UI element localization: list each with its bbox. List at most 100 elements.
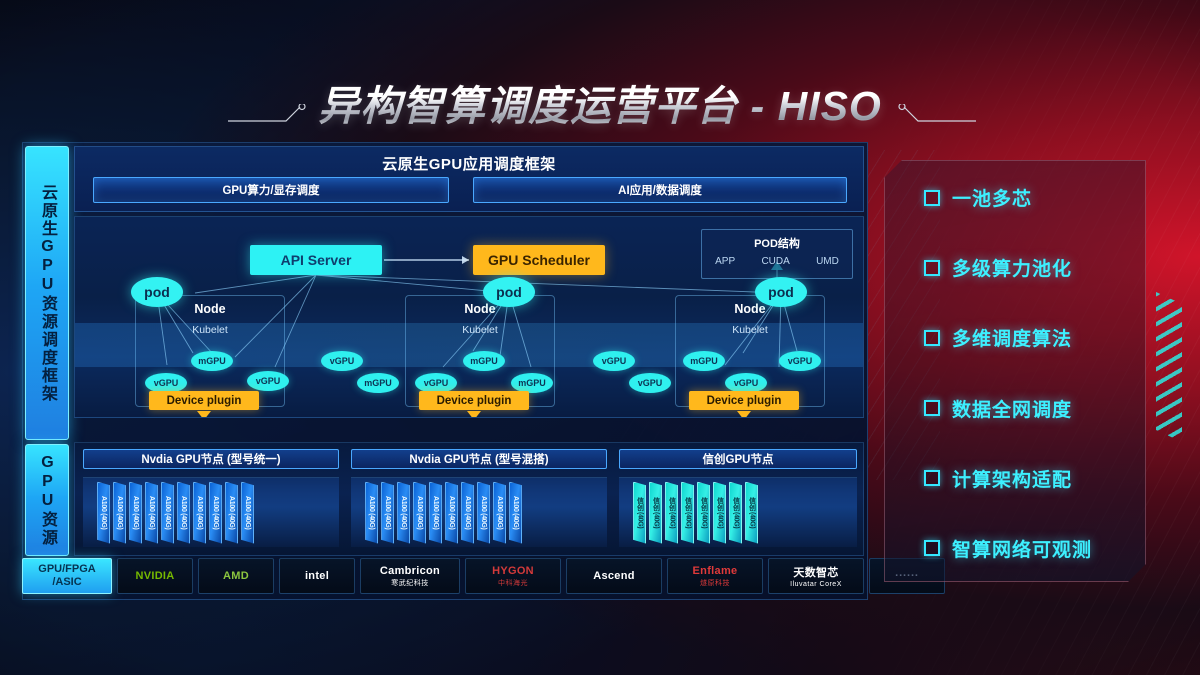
feature-item-2[interactable]: 多级算力池化 (900, 254, 1150, 281)
mgpu-chip[interactable]: mGPU (191, 351, 233, 371)
hygon-logo: HYGON (492, 564, 534, 577)
vendor-tile[interactable]: Ascend (566, 558, 662, 594)
gpu-group-header[interactable]: Nvdia GPU节点 (型号混搭) (351, 449, 607, 469)
vgpu-chip[interactable]: vGPU (725, 373, 767, 393)
feature-item-4[interactable]: 数据全网调度 (900, 395, 1150, 422)
features-panel (884, 160, 1146, 582)
flow-arrow-down-icon (467, 411, 481, 417)
vendor-tile[interactable]: 天数智芯 Iluvatar CoreX (768, 558, 864, 594)
device-plugin-badge[interactable]: Device plugin (689, 391, 799, 410)
gpu-card[interactable]: A100 (40G) (413, 481, 426, 544)
device-plugin-badge[interactable]: Device plugin (149, 391, 259, 410)
vgpu-chip[interactable]: vGPU (145, 373, 187, 393)
checkbox-square-icon[interactable] (924, 189, 940, 206)
gpu-card[interactable]: A100 (40G) (193, 481, 206, 544)
gpu-card[interactable]: A100 (40G) (429, 481, 442, 544)
gpu-card[interactable]: 信创 (40G) (633, 481, 646, 544)
vendor-row-label-line2: /ASIC (52, 576, 82, 588)
gpu-card[interactable]: A100 (40G) (177, 481, 190, 544)
gpu-group-header[interactable]: 信创GPU节点 (619, 449, 857, 469)
vendor-tile[interactable]: intel (279, 558, 355, 594)
checkbox-square-icon[interactable] (924, 259, 940, 276)
gpu-card-label: 信创 (40G) (748, 496, 756, 529)
vendor-tile[interactable]: NVIDIA (117, 558, 193, 594)
vgpu-chip[interactable]: vGPU (629, 373, 671, 393)
pod-layer-cuda: CUDA (761, 256, 790, 267)
api-server-box[interactable]: API Server (250, 245, 382, 275)
mgpu-chip[interactable]: mGPU (463, 351, 505, 371)
gpu-card[interactable]: A100 (40G) (113, 481, 126, 544)
gpu-card[interactable]: A100 (40G) (161, 481, 174, 544)
checkbox-square-icon[interactable] (924, 540, 940, 557)
gpu-card[interactable]: A100 (40G) (461, 481, 474, 544)
gpu-card[interactable]: A100 (40G) (397, 481, 410, 544)
architecture-diagram: 云原生GPU资源调度框架 GPU资源 云原生GPU应用调度框架 GPU算力/显存… (22, 142, 868, 600)
feature-label: 一池多芯 (952, 189, 1033, 210)
gpu-card[interactable]: A100 (40G) (145, 481, 158, 544)
bar-gpu-compute-scheduling[interactable]: GPU算力/显存调度 (93, 177, 449, 203)
mgpu-chip[interactable]: mGPU (357, 373, 399, 393)
gpu-card-label: 信创 (40G) (652, 496, 660, 529)
gpu-card[interactable]: A100 (40G) (225, 481, 238, 544)
gpu-card[interactable]: A100 (40G) (509, 481, 522, 544)
gpu-card[interactable]: A100 (40G) (209, 481, 222, 544)
vgpu-chip[interactable]: vGPU (779, 351, 821, 371)
feature-item-5[interactable]: 计算架构适配 (900, 465, 1150, 492)
gpu-card[interactable]: 信创 (40G) (697, 481, 710, 544)
vendor-tile[interactable]: HYGON 中科海光 (465, 558, 561, 594)
gpu-card[interactable]: A100 (40G) (365, 481, 378, 544)
gpu-card[interactable]: 信创 (40G) (713, 481, 726, 544)
feature-item-1[interactable]: 一池多芯 (900, 184, 1150, 211)
mgpu-chip[interactable]: mGPU (511, 373, 553, 393)
gpu-card[interactable]: A100 (40G) (129, 481, 142, 544)
gpu-card-label: A100 (40G) (448, 495, 455, 530)
checkbox-square-icon[interactable] (924, 470, 940, 487)
iluvatar-logo: 天数智芯 (793, 567, 839, 579)
gpu-card[interactable]: A100 (40G) (493, 481, 506, 544)
gpu-card[interactable]: 信创 (40G) (649, 481, 662, 544)
feature-item-6[interactable]: 智算网络可观测 (900, 535, 1150, 562)
vgpu-chip[interactable]: vGPU (593, 351, 635, 371)
pod-node[interactable]: pod (755, 277, 807, 307)
title-decoration-left (228, 104, 306, 122)
vendor-subtitle: 寒武纪科技 (391, 579, 429, 587)
pod-node[interactable]: pod (131, 277, 183, 307)
gpu-card[interactable]: 信创 (40G) (665, 481, 678, 544)
gpu-card-label: A100 (40G) (496, 495, 503, 530)
vgpu-chip[interactable]: vGPU (415, 373, 457, 393)
node-title: Node (194, 302, 226, 316)
side-label-gpu-resource-text: GPU资源 (39, 453, 56, 547)
gpu-card-shelf: A100 (40G) A100 (40G) A100 (40G) A100 (40G)… (351, 477, 607, 547)
cambricon-logo: Cambricon (379, 564, 441, 577)
vendor-tile[interactable]: Enflame 燧原科技 (667, 558, 763, 594)
vgpu-chip[interactable]: vGPU (321, 351, 363, 371)
amd-logo: AMD (223, 570, 249, 582)
gpu-card[interactable]: A100 (40G) (381, 481, 394, 544)
bar-ai-data-scheduling[interactable]: AI应用/数据调度 (473, 177, 847, 203)
gpu-card[interactable]: A100 (40G) (445, 481, 458, 544)
node-title: Node (734, 302, 766, 316)
diagram-inner: 云原生GPU应用调度框架 GPU算力/显存调度 AI应用/数据调度 (74, 146, 864, 556)
gpu-scheduler-box[interactable]: GPU Scheduler (473, 245, 605, 275)
vendor-tile[interactable]: AMD (198, 558, 274, 594)
feature-item-3[interactable]: 多维调度算法 (900, 324, 1150, 351)
gpu-card[interactable]: A100 (40G) (241, 481, 254, 544)
gpu-card[interactable]: 信创 (40G) (681, 481, 694, 544)
gpu-group-header[interactable]: Nvdia GPU节点 (型号统一) (83, 449, 339, 469)
gpu-card[interactable]: 信创 (40G) (745, 481, 758, 544)
pod-structure-title: POD结构 (754, 238, 800, 250)
checkbox-square-icon[interactable] (924, 400, 940, 417)
mgpu-chip[interactable]: mGPU (683, 351, 725, 371)
pod-structure-layers: APP CUDA UMD (702, 256, 852, 267)
device-plugin-badge[interactable]: Device plugin (419, 391, 529, 410)
gpu-card-label: 信创 (40G) (636, 496, 644, 529)
checkbox-square-icon[interactable] (924, 329, 940, 346)
gpu-card[interactable]: 信创 (40G) (729, 481, 742, 544)
gpu-card[interactable]: A100 (40G) (97, 481, 110, 544)
vendor-tile[interactable]: Cambricon 寒武纪科技 (360, 558, 460, 594)
features-list: 一池多芯多级算力池化 多维调度算法 数据全网调度 计算架构适配 智算网络可观测 (900, 178, 1150, 568)
vgpu-chip[interactable]: vGPU (247, 371, 289, 391)
page-title-text: 异构智算调度运营平台 - HISO (318, 72, 882, 132)
gpu-card[interactable]: A100 (40G) (477, 481, 490, 544)
pod-node[interactable]: pod (483, 277, 535, 307)
